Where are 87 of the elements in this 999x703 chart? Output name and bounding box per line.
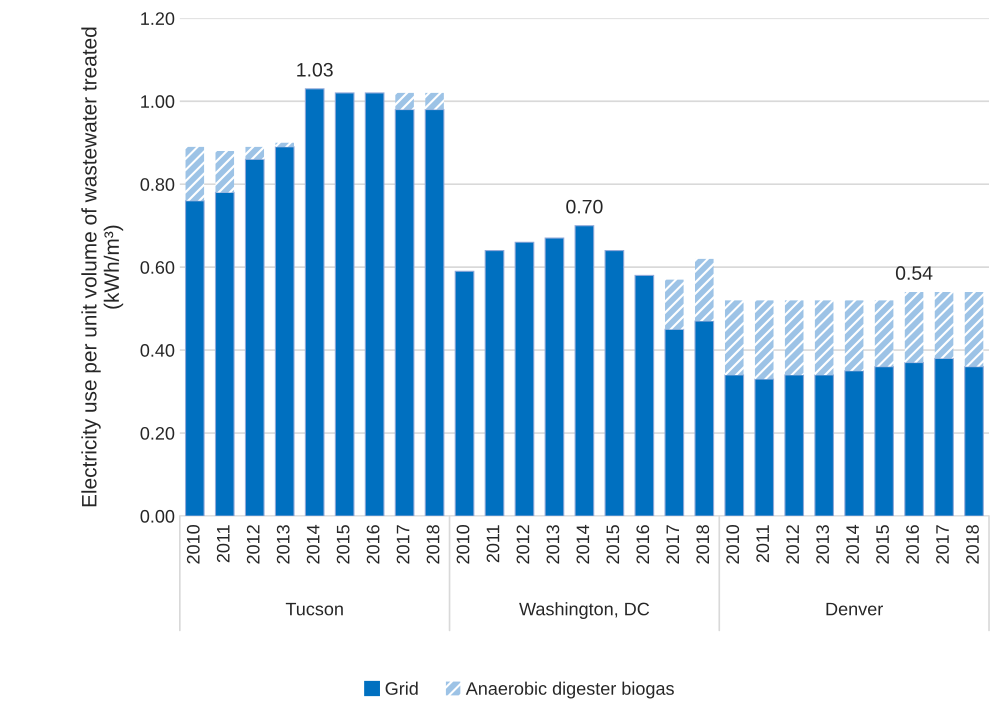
x-tick-label: 2010 — [726, 525, 740, 564]
bar — [514, 242, 534, 516]
bar — [424, 108, 444, 516]
y-tick-label: 0.00 — [140, 510, 174, 523]
bar — [814, 300, 834, 375]
x-tick-label: 2012 — [516, 525, 530, 564]
bar — [904, 362, 924, 516]
bar — [184, 200, 205, 516]
bar — [484, 250, 504, 516]
x-tick-label: 2010 — [186, 525, 200, 564]
text: Denver — [826, 602, 883, 616]
bar — [934, 358, 954, 516]
bar — [784, 374, 804, 516]
x-tick-label: 2011 — [216, 525, 230, 562]
x-tick-label: 2015 — [606, 525, 620, 564]
total-label: 1.03 — [297, 62, 333, 77]
y-tick-label: 0.40 — [140, 344, 174, 357]
y-tick-label: 1.20 — [141, 12, 174, 25]
bar — [964, 366, 984, 516]
x-tick-label: 2013 — [276, 525, 290, 564]
bar — [695, 258, 714, 322]
x-tick-label: 2011 — [486, 525, 500, 562]
bar — [215, 151, 234, 192]
bar — [844, 300, 864, 371]
x-tick-label: 2013 — [546, 525, 560, 564]
bar — [245, 146, 264, 160]
bar — [334, 92, 354, 516]
bar — [425, 92, 444, 110]
bar — [844, 370, 864, 516]
bar — [904, 292, 924, 363]
x-tick-label: 2017 — [936, 525, 949, 564]
bar — [274, 146, 295, 516]
bar — [275, 142, 294, 147]
bar — [604, 250, 624, 516]
bar — [754, 378, 774, 516]
bar — [186, 146, 204, 201]
x-tick-label: 2014 — [576, 524, 590, 564]
total-label: 0.54 — [896, 266, 932, 280]
x-tick-label: 2017 — [666, 525, 680, 564]
x-tick-label: 2015 — [336, 525, 350, 564]
bar — [394, 108, 414, 516]
bar — [874, 366, 894, 516]
x-tick-label: 2016 — [366, 525, 380, 564]
bar — [964, 292, 984, 367]
text: Tucson — [286, 602, 343, 616]
y-tick-label: 0.20 — [140, 426, 174, 440]
bar — [754, 300, 774, 380]
bar — [784, 300, 804, 375]
bar — [214, 192, 235, 516]
bar — [934, 292, 954, 358]
bar — [544, 238, 564, 516]
legend-label: Grid — [386, 682, 418, 695]
bar — [454, 270, 474, 516]
y-axis-title: Electricity use per unit volume of wastewater treated (kWh/m³) — [81, 28, 124, 506]
x-tick-label: 2013 — [816, 525, 830, 564]
x-tick-label: 2012 — [246, 525, 260, 564]
bar — [874, 300, 894, 367]
x-tick-label: 2014 — [846, 524, 859, 564]
x-tick-label: 2011 — [756, 525, 770, 562]
x-tick-label: 2018 — [426, 525, 440, 564]
y-tick-label: 0.60 — [140, 261, 174, 274]
legend-label: Anaerobic digester biogas — [466, 682, 674, 698]
x-tick-label: 2012 — [786, 525, 800, 564]
bar — [574, 225, 594, 516]
x-tick-label: 2017 — [396, 525, 410, 564]
y-tick-label: 0.80 — [140, 178, 174, 191]
bar — [724, 300, 744, 375]
bar — [694, 320, 714, 516]
bar — [724, 374, 744, 516]
x-tick-label: 2016 — [906, 525, 919, 564]
y-tick-label: 1.00 — [141, 95, 174, 108]
bar — [664, 328, 684, 516]
text: Washington, DC — [519, 602, 650, 619]
bar — [395, 92, 414, 110]
bar — [814, 374, 834, 516]
x-tick-label: 2015 — [876, 525, 889, 564]
x-tick-label: 2018 — [966, 525, 979, 564]
total-label: 0.70 — [566, 200, 603, 214]
bar — [634, 274, 654, 516]
bar — [665, 280, 684, 330]
x-tick-label: 2014 — [306, 524, 320, 564]
x-tick-label: 2018 — [696, 525, 710, 564]
x-tick-label: 2016 — [636, 525, 650, 564]
bar — [244, 158, 265, 516]
bar — [304, 88, 325, 516]
x-tick-label: 2010 — [456, 525, 470, 564]
bar — [364, 92, 384, 516]
